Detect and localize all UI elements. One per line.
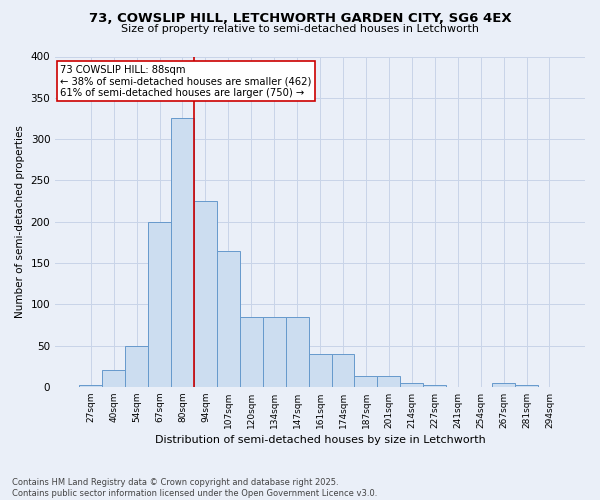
Text: Size of property relative to semi-detached houses in Letchworth: Size of property relative to semi-detach… (121, 24, 479, 34)
Bar (263, 316, 286, 387)
Bar (240, 316, 263, 387)
Bar (79, 385, 102, 387)
Bar (308, 354, 332, 387)
Bar (423, 385, 446, 387)
Bar (400, 382, 423, 387)
Bar (102, 370, 125, 387)
X-axis label: Distribution of semi-detached houses by size in Letchworth: Distribution of semi-detached houses by … (155, 435, 485, 445)
Bar (355, 376, 377, 387)
Bar (148, 222, 171, 387)
Text: 73, COWSLIP HILL, LETCHWORTH GARDEN CITY, SG6 4EX: 73, COWSLIP HILL, LETCHWORTH GARDEN CITY… (89, 12, 511, 26)
Y-axis label: Number of semi-detached properties: Number of semi-detached properties (15, 125, 25, 318)
Bar (125, 346, 148, 387)
Bar (332, 354, 355, 387)
Bar (217, 250, 240, 387)
Bar (194, 201, 217, 387)
Bar (377, 376, 400, 387)
Text: Contains HM Land Registry data © Crown copyright and database right 2025.
Contai: Contains HM Land Registry data © Crown c… (12, 478, 377, 498)
Bar (171, 118, 194, 387)
Bar (286, 316, 308, 387)
Text: 73 COWSLIP HILL: 88sqm
← 38% of semi-detached houses are smaller (462)
61% of se: 73 COWSLIP HILL: 88sqm ← 38% of semi-det… (61, 65, 312, 98)
Bar (492, 382, 515, 387)
Bar (515, 385, 538, 387)
